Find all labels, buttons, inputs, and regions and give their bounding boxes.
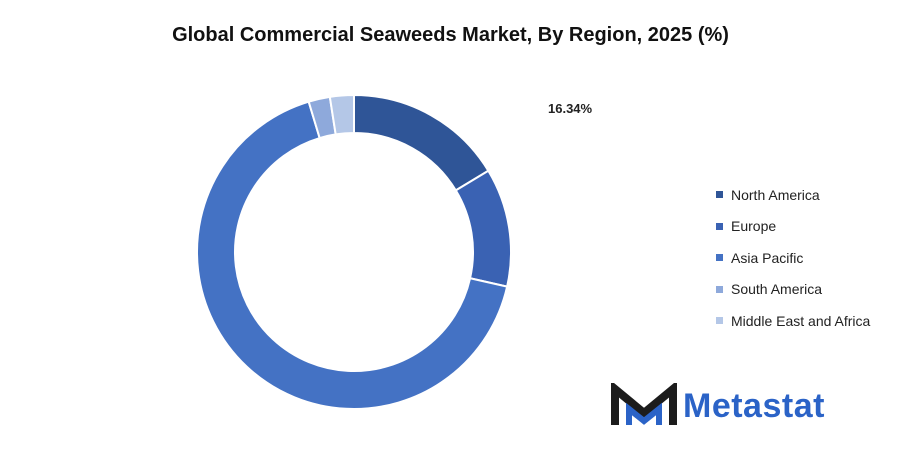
legend-item-europe: Europe <box>716 211 870 243</box>
chart-title: Global Commercial Seaweeds Market, By Re… <box>172 24 729 46</box>
legend-swatch-south-america <box>716 285 723 293</box>
donut-slice-europe <box>454 169 512 288</box>
legend-item-asia-pacific: Asia Pacific <box>716 242 870 274</box>
donut-slice-middle-east-and-africa <box>328 93 355 136</box>
legend-label: North America <box>731 186 820 203</box>
data-label-north-america: 16.34% <box>548 101 593 116</box>
legend-item-middle-east-africa: Middle East and Africa <box>716 305 870 337</box>
legend-swatch-middle-east-africa <box>716 317 723 325</box>
donut-slice-asia-pacific <box>196 100 509 410</box>
legend-label: Asia Pacific <box>731 249 804 266</box>
legend-swatch-north-america <box>716 191 723 199</box>
legend-label: South America <box>731 281 823 298</box>
legend-swatch-asia-pacific <box>716 254 723 262</box>
logo-text: Metastat <box>683 386 825 425</box>
legend: North America Europe Asia Pacific South … <box>716 179 870 337</box>
donut-slice-north-america <box>353 93 490 192</box>
legend-swatch-europe <box>716 222 723 230</box>
metastat-logo-icon <box>611 383 677 425</box>
legend-item-north-america: North America <box>716 179 870 211</box>
legend-item-south-america: South America <box>716 274 870 306</box>
metastat-logo: Metastat <box>611 383 825 429</box>
legend-label: Europe <box>731 218 777 235</box>
legend-label: Middle East and Africa <box>731 312 871 329</box>
